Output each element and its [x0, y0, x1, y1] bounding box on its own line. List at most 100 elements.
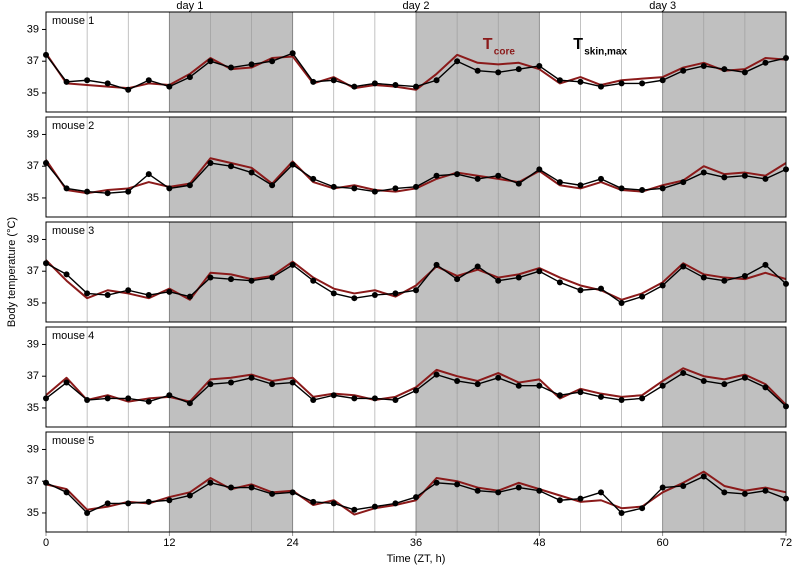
series-marker — [762, 175, 769, 182]
series-marker — [454, 377, 461, 384]
series-marker — [186, 293, 193, 300]
series-marker — [84, 290, 91, 297]
series-marker — [680, 482, 687, 489]
legend-subscript: skin,max — [584, 47, 627, 58]
series-marker — [598, 175, 604, 182]
series-marker — [721, 174, 728, 181]
dark-period — [416, 117, 540, 217]
series-marker — [659, 282, 666, 289]
series-marker — [454, 58, 461, 65]
y-tick-label: 35 — [27, 87, 39, 99]
series-marker — [536, 382, 543, 389]
series-marker — [228, 276, 234, 283]
series-marker — [515, 382, 522, 389]
series-marker — [248, 374, 255, 381]
day-label: day 1 — [176, 0, 203, 12]
series-marker — [207, 479, 214, 486]
series-marker — [536, 62, 543, 69]
day-label: day 2 — [403, 0, 430, 12]
series-marker — [207, 274, 214, 281]
series-marker — [433, 479, 440, 486]
series-marker — [248, 484, 255, 491]
series-marker — [639, 395, 646, 402]
series-marker — [556, 392, 563, 399]
y-tick-label: 35 — [27, 507, 39, 519]
series-marker — [741, 374, 748, 381]
series-marker — [166, 83, 173, 90]
series-marker — [659, 185, 666, 192]
series-marker — [392, 290, 399, 297]
series-marker — [515, 484, 522, 491]
dark-period — [662, 117, 786, 217]
series-marker — [598, 393, 604, 400]
series-marker — [659, 382, 666, 389]
series-marker — [392, 397, 399, 404]
series-marker — [166, 392, 173, 399]
series-marker — [186, 74, 193, 81]
series-marker — [289, 489, 296, 496]
series-marker — [474, 487, 481, 494]
series-marker — [186, 492, 193, 499]
series-marker — [310, 277, 317, 284]
series-marker — [741, 69, 748, 76]
x-tick-label: 12 — [163, 537, 175, 549]
y-tick-label: 37 — [27, 55, 39, 67]
dark-period — [662, 432, 786, 532]
series-marker — [741, 490, 748, 497]
series-marker — [186, 182, 193, 189]
series-marker — [351, 83, 358, 90]
series-marker — [659, 484, 666, 491]
y-tick-label: 35 — [27, 192, 39, 204]
panel-frame — [45, 431, 787, 533]
series-marker — [556, 279, 563, 286]
series-marker — [330, 500, 337, 507]
series-marker — [721, 277, 728, 284]
series-marker — [63, 271, 70, 278]
series-marker — [310, 498, 317, 505]
series-marker — [433, 371, 440, 378]
series-marker — [536, 268, 543, 275]
series-marker — [639, 505, 646, 512]
series-marker — [474, 263, 481, 270]
series-marker — [556, 497, 563, 504]
series-marker — [351, 185, 358, 192]
series-marker — [145, 292, 152, 299]
legend-label: T — [573, 36, 583, 53]
y-tick-label: 39 — [27, 443, 39, 455]
series-marker — [145, 498, 152, 505]
series-marker — [125, 188, 132, 195]
series-marker — [577, 495, 584, 502]
series-marker — [762, 261, 769, 268]
y-tick-label: 37 — [27, 370, 39, 382]
series-marker — [145, 398, 152, 405]
panel-title: mouse 5 — [52, 435, 94, 447]
series-marker — [618, 509, 625, 516]
series-marker — [248, 169, 255, 176]
series-marker — [495, 489, 502, 496]
dark-period — [416, 222, 540, 322]
series-marker — [207, 381, 214, 388]
series-marker — [330, 290, 337, 297]
series-marker — [413, 494, 419, 501]
series-marker — [474, 67, 481, 74]
series-marker — [351, 295, 358, 302]
series-marker — [269, 182, 276, 189]
series-marker — [474, 175, 481, 182]
series-marker — [556, 77, 563, 84]
series-marker — [104, 80, 111, 87]
series-marker — [63, 185, 70, 192]
series-marker — [145, 171, 152, 178]
series-marker — [495, 69, 502, 76]
series-marker — [104, 395, 111, 402]
series-marker — [228, 379, 234, 386]
series-marker — [659, 77, 666, 84]
series-marker — [721, 381, 728, 388]
series-marker — [618, 397, 625, 404]
y-tick-label: 37 — [27, 475, 39, 487]
series-marker — [536, 166, 543, 173]
series-marker — [741, 172, 748, 179]
series-line — [45, 259, 787, 301]
y-tick-label: 35 — [27, 297, 39, 309]
x-tick-label: 72 — [780, 537, 792, 549]
